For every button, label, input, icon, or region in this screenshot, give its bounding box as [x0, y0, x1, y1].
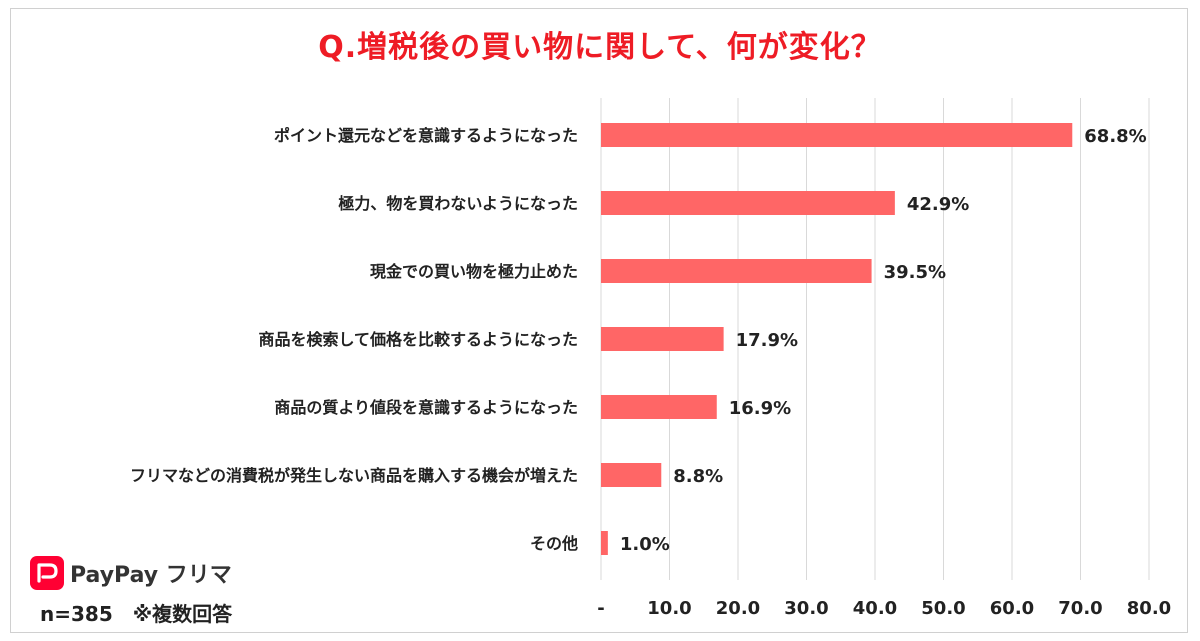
- x-tick-label: 50.0: [921, 598, 965, 619]
- bar: [601, 123, 1073, 147]
- x-tick-label: -: [597, 598, 604, 619]
- category-label: フリマなどの消費税が発生しない商品を購入する機会が増えた: [130, 466, 578, 485]
- x-tick-label: 10.0: [647, 598, 691, 619]
- x-tick-label: 60.0: [990, 598, 1034, 619]
- value-label: 17.9%: [736, 330, 798, 351]
- bar: [601, 259, 872, 283]
- logo-text: PayPay フリマ: [70, 563, 232, 588]
- x-tick-label: 30.0: [784, 598, 828, 619]
- paypay-logo-icon: [30, 556, 64, 590]
- paypay-furima-logo: PayPay フリマ: [30, 556, 232, 590]
- value-label: 68.8%: [1084, 126, 1146, 147]
- value-label: 42.9%: [907, 194, 969, 215]
- value-label: 8.8%: [673, 466, 723, 487]
- bar: [601, 327, 724, 351]
- value-label: 16.9%: [729, 398, 791, 419]
- category-label: ポイント還元などを意識するようになった: [274, 126, 578, 145]
- x-tick-label: 70.0: [1058, 598, 1102, 619]
- category-label: その他: [530, 534, 578, 553]
- value-label: 39.5%: [884, 262, 946, 283]
- footnote: n=385 ※複数回答: [40, 602, 233, 626]
- x-tick-label: 80.0: [1127, 598, 1171, 619]
- bar: [601, 395, 717, 419]
- category-label: 現金での買い物を極力止めた: [370, 262, 578, 281]
- chart-frame: [10, 8, 1188, 633]
- x-tick-label: 40.0: [853, 598, 897, 619]
- category-label: 商品の質より値段を意識するようになった: [274, 398, 578, 417]
- chart-title: Q.増税後の買い物に関して、何が変化？: [318, 30, 882, 65]
- category-label: 極力、物を買わないようになった: [337, 194, 578, 213]
- x-tick-label: 20.0: [716, 598, 760, 619]
- bar: [601, 463, 662, 487]
- bar: [601, 531, 608, 555]
- category-label: 商品を検索して価格を比較するようになった: [258, 330, 578, 349]
- value-label: 1.0%: [620, 534, 670, 555]
- bar: [601, 191, 895, 215]
